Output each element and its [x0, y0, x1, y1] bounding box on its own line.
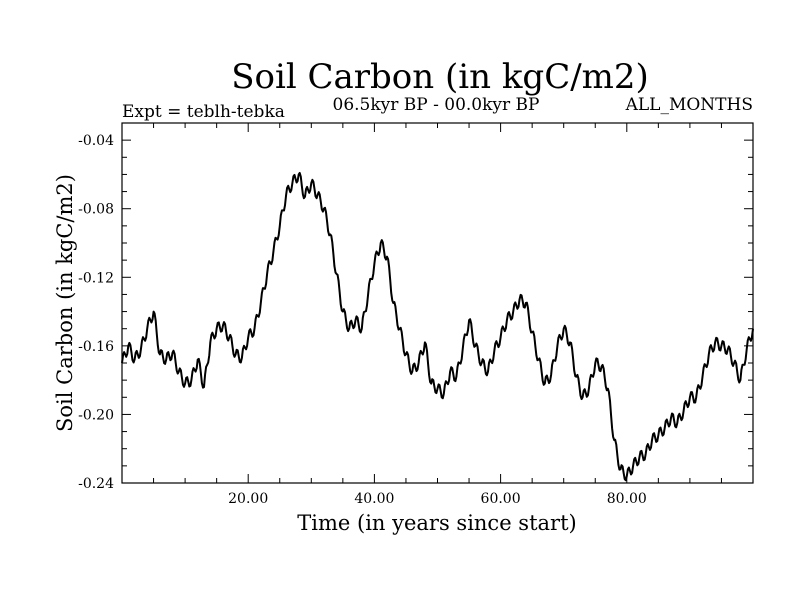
y-tick-label: -0.04 [78, 133, 114, 149]
x-tick-label: 20.00 [228, 491, 268, 507]
period-label: 06.5kyr BP - 00.0kyr BP [333, 95, 540, 115]
x-tick-label: 40.00 [354, 491, 394, 507]
y-tick-label: -0.08 [78, 202, 114, 218]
x-tick-label: 80.00 [607, 491, 647, 507]
y-tick-label: -0.20 [78, 407, 114, 423]
axis-ticks: 20.00 40.00 60.00 80.00 -0.04 -0.08 -0.12 -0.16… [78, 122, 753, 507]
series-line [121, 171, 754, 482]
chart-title: Soil Carbon (in kgC/m2) [231, 57, 649, 97]
y-tick-label: -0.12 [78, 270, 114, 286]
experiment-label: Expt = teblh-tebka [122, 102, 285, 122]
y-tick-label: -0.24 [78, 476, 114, 492]
y-tick-label: -0.16 [78, 339, 114, 355]
x-axis-label: Time (in years since start) [297, 511, 576, 535]
x-tick-label: 60.00 [481, 491, 521, 507]
months-label: ALL_MONTHS [625, 95, 753, 115]
y-axis-label: Soil Carbon (in kgC/m2) [53, 174, 77, 432]
